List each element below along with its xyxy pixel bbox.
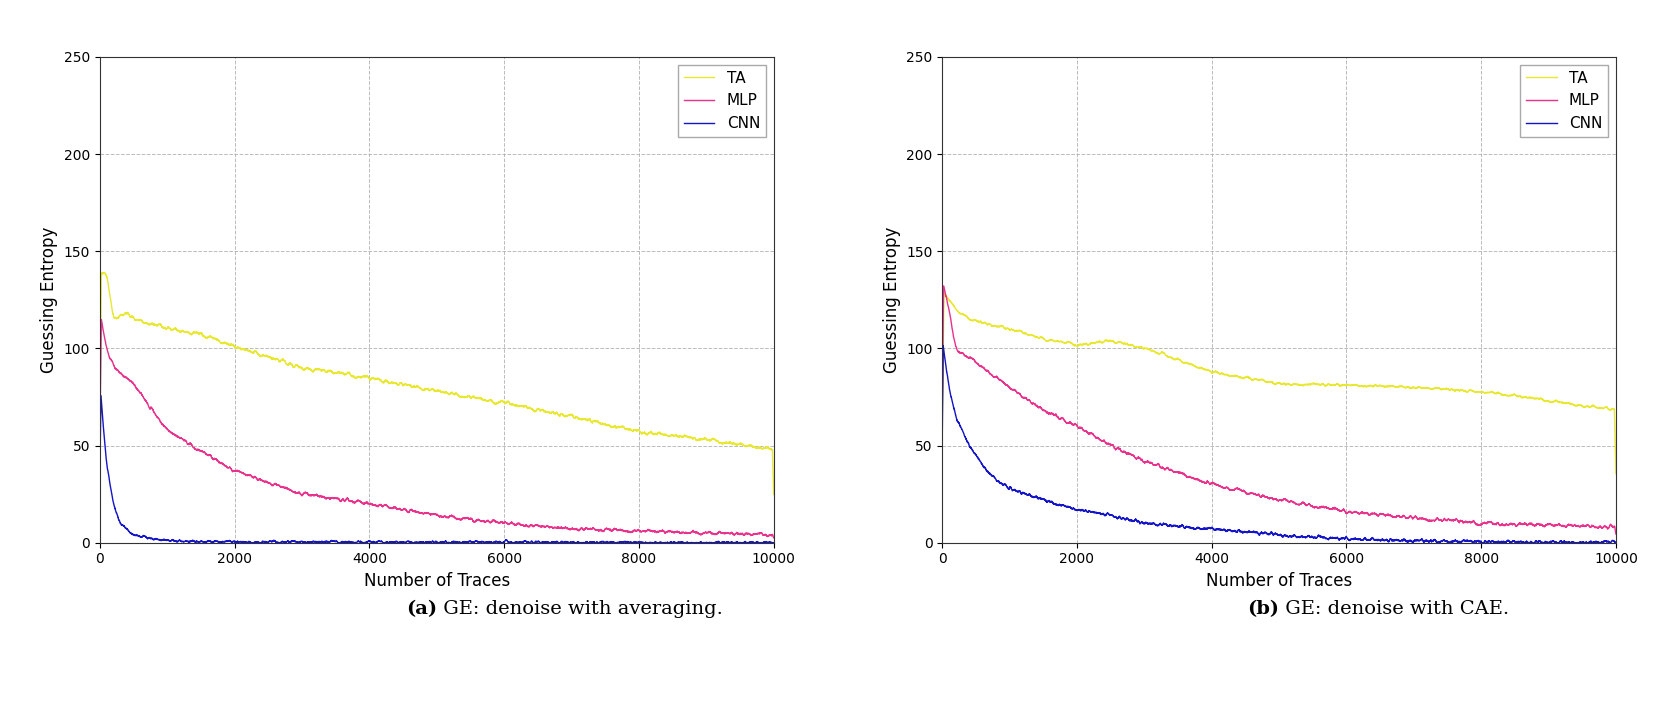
MLP bbox=[973, 362, 993, 371]
TA bbox=[935, 289, 955, 298]
TA bbox=[93, 269, 113, 278]
TA bbox=[222, 341, 242, 350]
CNN bbox=[420, 538, 440, 546]
Line: CNN: CNN bbox=[943, 345, 1616, 543]
TA bbox=[130, 315, 150, 324]
CNN bbox=[92, 392, 112, 400]
TA bbox=[90, 403, 110, 412]
Text: GE: denoise with averaging.: GE: denoise with averaging. bbox=[436, 600, 723, 618]
CNN bbox=[130, 533, 150, 541]
MLP bbox=[1261, 494, 1281, 503]
Line: TA: TA bbox=[100, 273, 773, 495]
MLP bbox=[933, 282, 953, 290]
CNN bbox=[222, 538, 242, 547]
CNN bbox=[1606, 538, 1626, 547]
CNN bbox=[960, 443, 980, 451]
MLP bbox=[130, 389, 150, 397]
CNN bbox=[1065, 505, 1085, 513]
TA bbox=[933, 414, 953, 422]
TA bbox=[92, 268, 112, 277]
Line: MLP: MLP bbox=[100, 320, 773, 538]
Line: TA: TA bbox=[943, 293, 1616, 473]
CNN bbox=[222, 538, 242, 547]
TA bbox=[960, 315, 980, 324]
TA bbox=[118, 309, 138, 318]
Line: MLP: MLP bbox=[943, 286, 1616, 534]
CNN bbox=[1571, 538, 1591, 547]
MLP bbox=[93, 325, 113, 334]
TA bbox=[935, 290, 955, 299]
CNN bbox=[763, 538, 783, 547]
Y-axis label: Guessing Entropy: Guessing Entropy bbox=[40, 226, 58, 373]
MLP bbox=[92, 315, 112, 324]
CNN bbox=[935, 357, 955, 365]
MLP bbox=[763, 533, 783, 542]
MLP bbox=[1571, 522, 1591, 530]
MLP bbox=[1065, 420, 1085, 429]
Text: (b): (b) bbox=[1248, 600, 1279, 618]
Text: (a): (a) bbox=[407, 600, 436, 618]
Legend: TA, MLP, CNN: TA, MLP, CNN bbox=[1519, 65, 1608, 137]
MLP bbox=[118, 375, 138, 383]
CNN bbox=[1261, 528, 1281, 537]
Y-axis label: Guessing Entropy: Guessing Entropy bbox=[883, 226, 901, 373]
TA bbox=[1606, 469, 1626, 478]
CNN bbox=[1426, 538, 1446, 547]
CNN bbox=[93, 419, 113, 427]
CNN bbox=[728, 538, 748, 547]
TA bbox=[1571, 401, 1591, 409]
MLP bbox=[728, 530, 748, 538]
TA bbox=[1261, 378, 1281, 387]
MLP bbox=[222, 466, 242, 475]
TA bbox=[1065, 341, 1085, 350]
TA bbox=[728, 440, 748, 449]
X-axis label: Number of Traces: Number of Traces bbox=[1206, 572, 1353, 590]
MLP bbox=[933, 409, 953, 417]
MLP bbox=[935, 289, 955, 298]
MLP bbox=[90, 425, 110, 434]
MLP bbox=[960, 353, 980, 362]
X-axis label: Number of Traces: Number of Traces bbox=[363, 572, 510, 590]
CNN bbox=[933, 341, 953, 350]
Line: CNN: CNN bbox=[100, 396, 773, 543]
CNN bbox=[933, 437, 953, 446]
CNN bbox=[973, 461, 993, 469]
TA bbox=[973, 319, 993, 328]
TA bbox=[420, 386, 440, 394]
MLP bbox=[420, 509, 440, 518]
CNN bbox=[118, 525, 138, 534]
Text: GE: denoise with CAE.: GE: denoise with CAE. bbox=[1279, 600, 1509, 618]
Legend: TA, MLP, CNN: TA, MLP, CNN bbox=[678, 65, 766, 137]
MLP bbox=[1606, 530, 1626, 538]
CNN bbox=[90, 462, 110, 471]
TA bbox=[763, 491, 783, 499]
